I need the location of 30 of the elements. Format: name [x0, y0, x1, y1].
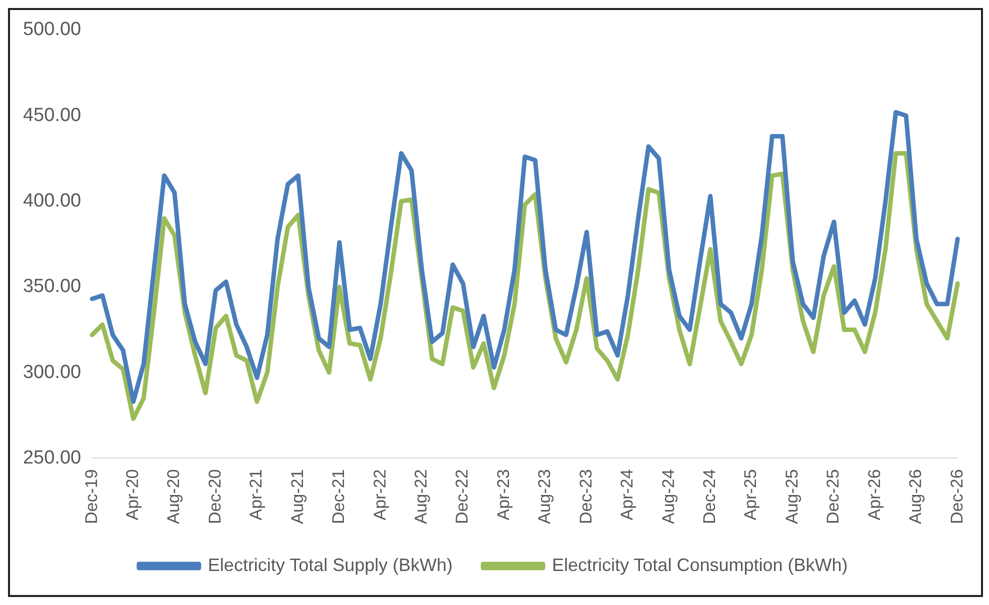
x-tick-label: Apr-26: [864, 469, 884, 520]
x-tick-label: Aug-20: [164, 469, 184, 524]
legend-label: Electricity Total Supply (BkWh): [208, 554, 453, 575]
x-tick-label: Apr-25: [741, 469, 760, 520]
x-tick-label: Dec-26: [947, 469, 966, 524]
x-tick-label: Apr-21: [246, 469, 266, 520]
x-tick-label: Apr-22: [370, 469, 390, 520]
x-tick-label: Dec-21: [329, 469, 348, 524]
x-tick-label: Dec-24: [700, 469, 720, 524]
x-tick-label: Aug-22: [412, 469, 431, 524]
x-tick-label: Dec-22: [452, 469, 472, 524]
x-tick-label: Aug-26: [906, 469, 926, 524]
x-tick-label: Dec-20: [205, 469, 224, 524]
y-tick-label: 400.00: [22, 190, 82, 212]
x-tick-label: Apr-20: [123, 469, 142, 520]
y-tick-label: 300.00: [22, 362, 82, 383]
y-tick-label: 450.00: [22, 104, 82, 126]
legend-label: Electricity Total Consumption (BkWh): [552, 554, 848, 575]
x-tick-label: Dec-23: [576, 469, 596, 524]
y-tick-label: 500.00: [22, 19, 82, 40]
x-tick-label: Aug-25: [782, 469, 802, 524]
y-tick-label: 250.00: [22, 447, 82, 468]
y-tick-label: 350.00: [22, 276, 82, 298]
x-tick-label: Aug-21: [288, 469, 307, 524]
x-tick-label: Dec-25: [824, 469, 843, 524]
x-tick-label: Aug-23: [535, 469, 554, 524]
x-tick-label: Aug-24: [658, 469, 678, 524]
x-tick-label: Apr-23: [494, 469, 513, 520]
x-tick-label: Apr-24: [618, 469, 637, 520]
x-tick-label: Dec-19: [82, 469, 101, 524]
